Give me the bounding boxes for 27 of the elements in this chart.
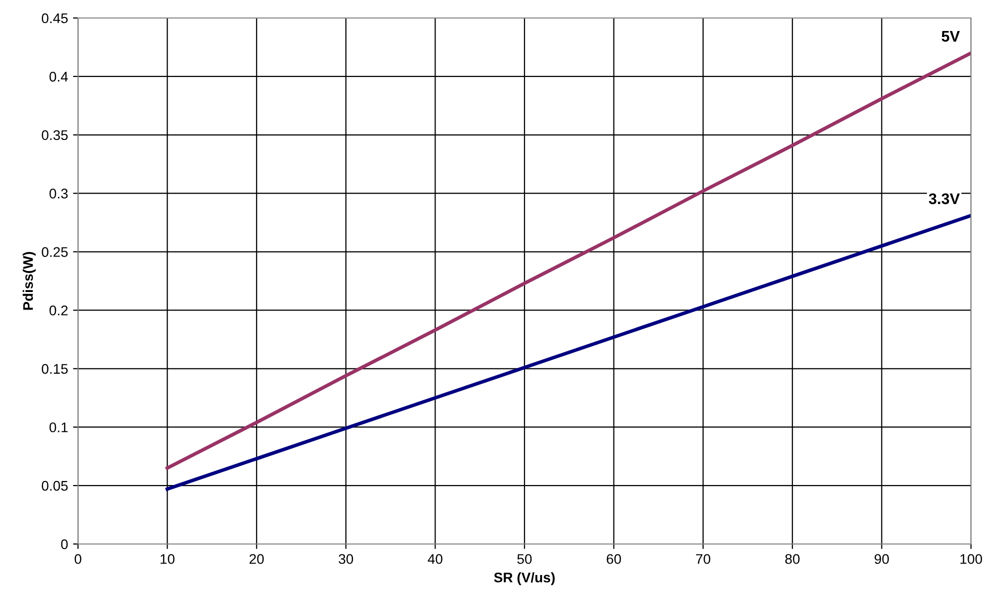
y-tick-label: 0.05 (42, 480, 68, 491)
x-tick-label: 50 (517, 554, 532, 564)
x-tick-label: 20 (250, 554, 264, 564)
y-tick-label: 0.2 (50, 306, 68, 316)
y-tick-label: 0.15 (42, 364, 68, 374)
y-tick-label: 0.25 (42, 247, 68, 257)
line-series (166, 51, 971, 470)
y-tick-label: 0.35 (42, 130, 68, 140)
y-tick-label: 0.3 (50, 188, 68, 199)
line-series (166, 214, 971, 491)
x-tick-label: 80 (785, 554, 800, 564)
y-tick-label: 0.4 (50, 72, 68, 82)
y-tick-label: 0.45 (42, 13, 68, 24)
x-tick-label: 100 (960, 554, 982, 564)
x-axis-title: SR (V/us) (494, 572, 555, 586)
x-tick-label: 90 (874, 554, 889, 564)
series-label: 5V (942, 31, 960, 42)
x-tick-label: 40 (428, 554, 442, 564)
y-axis-title: Pdiss(W) (22, 252, 36, 310)
y-tick-label: 0.1 (50, 422, 68, 432)
x-tick-label: 70 (696, 554, 710, 564)
x-tick-label: 30 (338, 554, 354, 564)
x-tick-label: 0 (74, 554, 82, 564)
y-tick-label: 0 (61, 539, 68, 550)
x-tick-label: 10 (160, 554, 174, 564)
x-tick-label: 60 (606, 554, 621, 564)
series-label: 3.3V (928, 193, 960, 204)
